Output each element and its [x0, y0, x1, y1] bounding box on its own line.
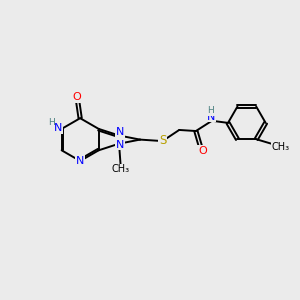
Text: CH₃: CH₃	[272, 142, 290, 152]
Text: O: O	[198, 146, 207, 156]
Text: N: N	[116, 140, 124, 150]
Text: N: N	[76, 156, 84, 166]
Text: CH₃: CH₃	[112, 164, 130, 174]
Text: N: N	[54, 123, 62, 133]
Text: H: H	[207, 106, 214, 116]
Text: N: N	[116, 127, 124, 137]
Text: N: N	[207, 112, 215, 122]
Text: H: H	[48, 118, 55, 127]
Text: O: O	[73, 92, 82, 102]
Text: S: S	[159, 134, 166, 147]
